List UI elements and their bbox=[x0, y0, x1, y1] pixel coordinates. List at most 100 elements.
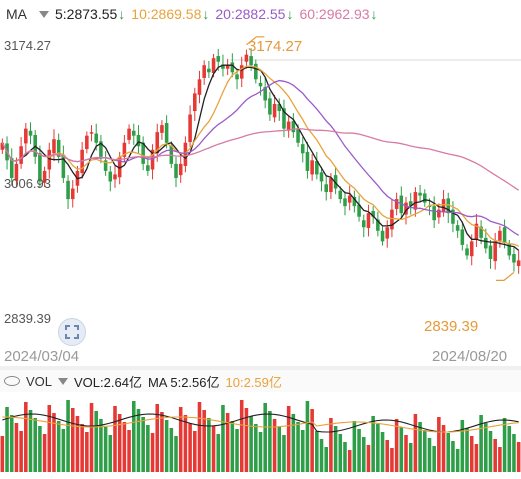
candle-body bbox=[103, 160, 108, 171]
ma-legend: MA 5:2873.55 ↓ 10:2869.58 ↓ 20:2882.55 ↓… bbox=[0, 0, 521, 28]
volume-bar bbox=[272, 419, 277, 472]
candle-body bbox=[178, 163, 183, 176]
candle-body bbox=[150, 149, 155, 170]
candle-body bbox=[441, 199, 446, 212]
volume-bar bbox=[164, 420, 169, 472]
volume-bar bbox=[300, 430, 305, 472]
candle-body bbox=[85, 135, 89, 150]
candle-body bbox=[239, 65, 244, 79]
candle-body bbox=[352, 196, 357, 207]
volume-bar bbox=[263, 403, 267, 472]
candle-body bbox=[188, 114, 192, 143]
candle-body bbox=[455, 225, 460, 231]
volume-bar bbox=[507, 426, 512, 472]
volume-bar bbox=[329, 418, 333, 472]
volume-bar bbox=[296, 422, 300, 472]
candle-body bbox=[244, 54, 249, 62]
candle-body bbox=[422, 193, 427, 203]
start-date: 2024/03/04 bbox=[4, 348, 80, 365]
volume-bar bbox=[338, 434, 343, 472]
candle-body bbox=[117, 156, 122, 178]
volume-bar bbox=[28, 410, 33, 472]
candle-body bbox=[516, 260, 521, 267]
candle-body bbox=[418, 192, 422, 196]
candle-body bbox=[169, 145, 174, 164]
volume-bar bbox=[19, 431, 23, 472]
candle-body bbox=[141, 142, 145, 164]
chevron-down-icon[interactable] bbox=[39, 10, 49, 18]
volume-bar bbox=[357, 429, 361, 472]
volume-bar bbox=[366, 445, 371, 472]
vol-title[interactable]: VOL bbox=[26, 373, 53, 389]
volume-bar bbox=[0, 436, 5, 472]
volume-bar bbox=[160, 412, 164, 472]
volume-bar bbox=[174, 436, 178, 472]
volume-bar bbox=[277, 427, 282, 472]
volume-bar bbox=[254, 424, 258, 472]
candle-body bbox=[371, 211, 375, 217]
ma-title[interactable]: MA bbox=[6, 6, 27, 22]
candle-body bbox=[211, 58, 216, 73]
ma20-arrow: ↓ bbox=[286, 6, 294, 22]
candle-body bbox=[282, 108, 286, 129]
volume-bar bbox=[244, 408, 249, 472]
volume-bar bbox=[347, 450, 352, 472]
candle-body bbox=[249, 56, 253, 66]
candle-body bbox=[310, 160, 314, 175]
candle-body bbox=[502, 227, 507, 243]
volume-bar bbox=[408, 443, 413, 472]
volume-bar bbox=[380, 432, 385, 472]
ma5-value: 5:2873.55 bbox=[55, 6, 118, 22]
volume-bar bbox=[441, 425, 446, 472]
volume-bar bbox=[216, 434, 221, 472]
candle-body bbox=[291, 120, 296, 133]
candle-body bbox=[361, 220, 366, 228]
candle-body bbox=[122, 142, 127, 157]
volume-bar bbox=[150, 433, 155, 472]
volume-bar bbox=[488, 431, 493, 472]
ma10-line bbox=[1, 65, 519, 247]
candle-body bbox=[225, 65, 230, 69]
candle-body bbox=[235, 74, 239, 80]
volume-bar bbox=[268, 411, 272, 472]
eye-icon[interactable] bbox=[4, 376, 20, 386]
candle-body bbox=[404, 202, 408, 215]
ma60-arrow: ↓ bbox=[370, 6, 378, 22]
candle-body bbox=[357, 204, 361, 217]
candle-body bbox=[183, 142, 188, 166]
candle-body bbox=[174, 163, 178, 178]
volume-bar bbox=[141, 417, 145, 472]
volume-bar bbox=[361, 437, 366, 472]
candle-body bbox=[315, 161, 319, 175]
chevron-down-icon[interactable] bbox=[58, 377, 69, 385]
candle-body bbox=[197, 79, 202, 95]
min-price-annotation: 2839.39 bbox=[424, 318, 479, 335]
candle-body bbox=[465, 248, 469, 256]
candle-body bbox=[338, 190, 343, 200]
candle-body bbox=[390, 209, 394, 230]
candle-body bbox=[136, 134, 141, 147]
candle-body bbox=[512, 254, 516, 263]
candle-body bbox=[493, 241, 497, 262]
candle-body bbox=[131, 130, 136, 136]
candle-body bbox=[230, 62, 235, 73]
candle-body bbox=[28, 130, 33, 136]
candle-body bbox=[146, 165, 150, 171]
volume-bar bbox=[56, 421, 61, 472]
candle-body bbox=[408, 201, 413, 207]
volume-bar bbox=[9, 415, 14, 472]
candle-body bbox=[484, 237, 488, 249]
fit-screen-icon bbox=[65, 325, 79, 339]
ma60-line bbox=[1, 128, 520, 191]
fit-screen-button[interactable] bbox=[58, 318, 86, 346]
volume-bar bbox=[286, 406, 291, 472]
candle-body bbox=[193, 93, 197, 112]
price-mid-label: 3006.93 bbox=[4, 176, 51, 191]
volume-bar bbox=[422, 430, 427, 472]
volume-bar bbox=[432, 446, 436, 472]
volume-bar bbox=[85, 432, 89, 472]
candle-body bbox=[469, 241, 474, 257]
volume-bar bbox=[108, 435, 113, 472]
